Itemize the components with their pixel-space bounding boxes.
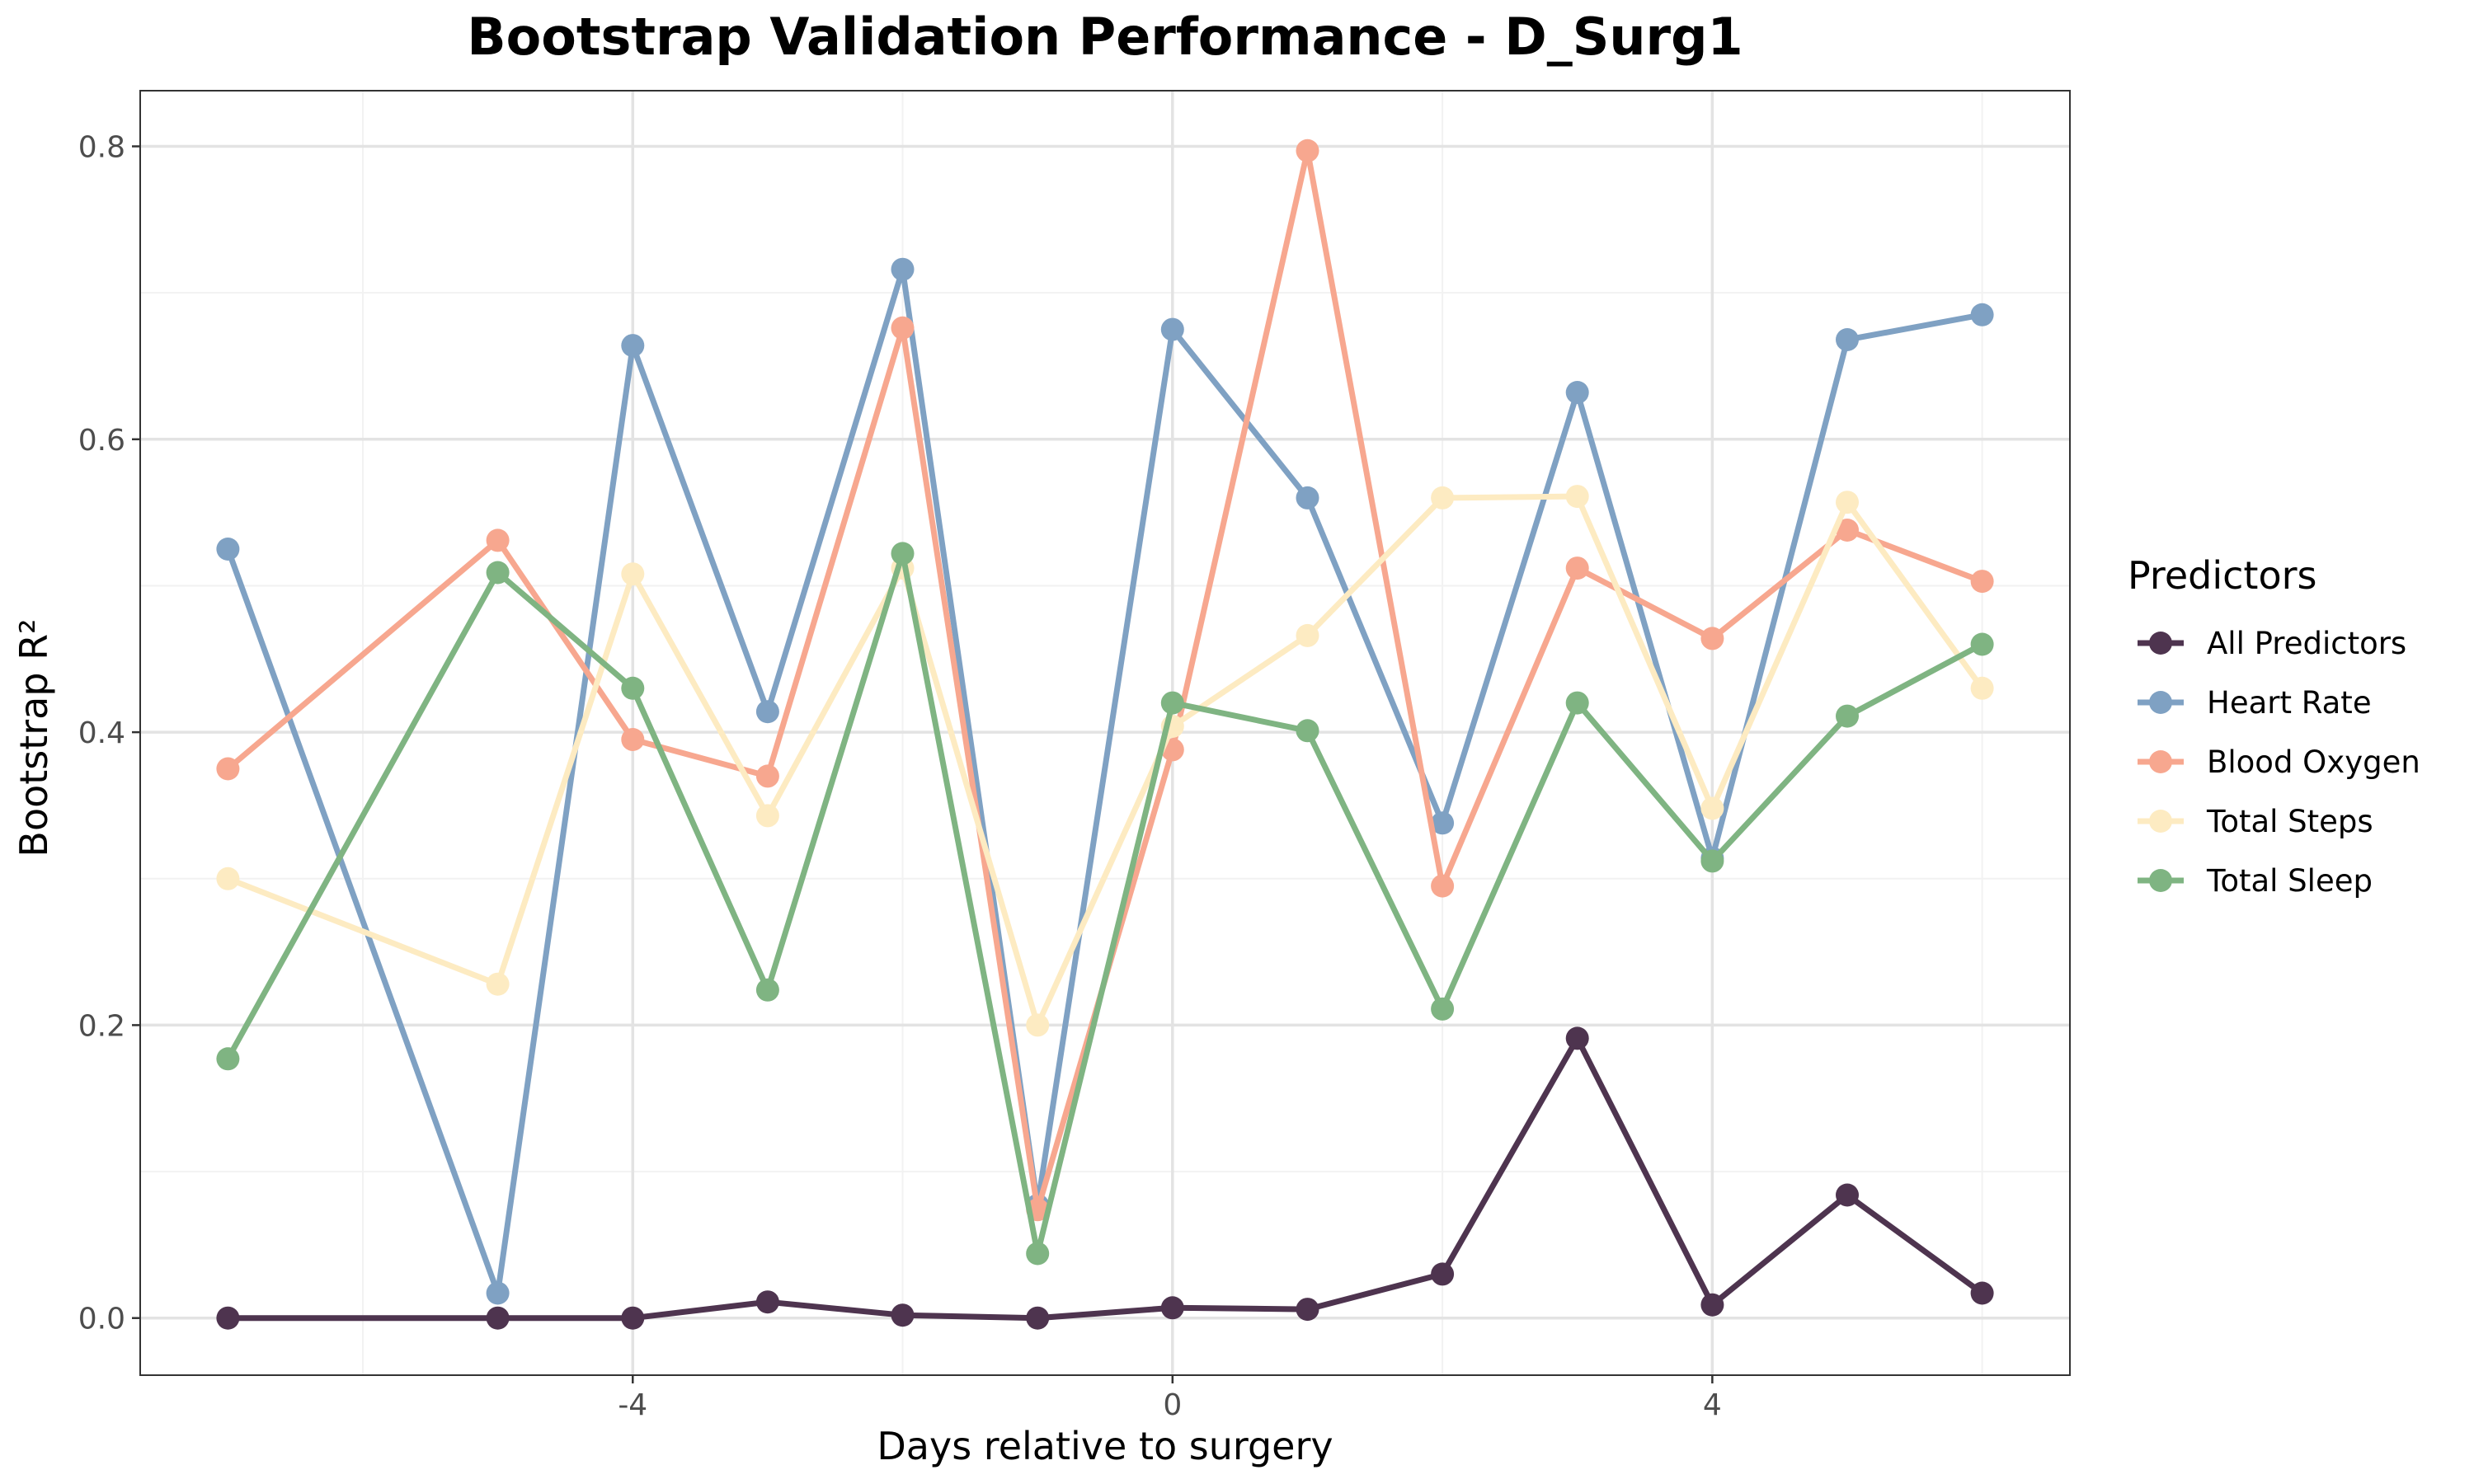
data-point [486, 561, 510, 585]
axis-ticks: 0.0 0.2 0.4 0.6 0.8 -4 0 4 [78, 131, 1722, 1422]
x-tick-label: 4 [1703, 1388, 1722, 1422]
data-point [1026, 1242, 1050, 1266]
legend-label: All Predictors [2207, 626, 2406, 661]
series-all-predictors [216, 1026, 1994, 1330]
y-tick-label: 0.4 [78, 716, 125, 750]
data-point [1431, 1262, 1455, 1286]
data-point [486, 528, 510, 552]
data-point [621, 334, 645, 358]
y-tick-label: 0.0 [78, 1303, 125, 1336]
data-point [1970, 632, 1994, 656]
legend-item: Total Sleep [2138, 863, 2373, 899]
data-point [1431, 874, 1455, 898]
data-point [755, 700, 779, 724]
series-lines [216, 139, 1994, 1330]
data-point [1026, 1013, 1050, 1037]
data-point [1296, 1298, 1319, 1322]
legend-label: Total Steps [2206, 804, 2373, 839]
legend-key-point [2149, 869, 2172, 892]
chart-title: Bootstrap Validation Performance - D_Sur… [467, 7, 1743, 67]
data-point [1565, 381, 1589, 404]
x-tick-label: 0 [1163, 1388, 1182, 1422]
data-point [1296, 139, 1319, 162]
data-point [755, 764, 779, 788]
data-point [1565, 1026, 1589, 1050]
data-point [1296, 719, 1319, 743]
data-point [1836, 328, 1859, 351]
data-point [486, 1281, 510, 1305]
legend-item: Total Steps [2138, 804, 2373, 839]
data-point [486, 1306, 510, 1330]
data-point [1431, 997, 1455, 1021]
data-point [216, 538, 240, 561]
data-point [621, 562, 645, 586]
data-point [891, 542, 915, 566]
series-blood-oxygen [216, 139, 1994, 1222]
data-point [1431, 486, 1455, 510]
legend: Predictors All Predictors Heart Rate Blood… [2128, 553, 2420, 899]
legend-key-point [2149, 810, 2172, 833]
data-point [1296, 486, 1319, 510]
legend-label: Blood Oxygen [2207, 744, 2420, 780]
legend-key-point [2149, 750, 2172, 773]
data-point [216, 1047, 240, 1071]
data-point [755, 1290, 779, 1314]
legend-title: Predictors [2128, 553, 2316, 598]
legend-item: Heart Rate [2138, 685, 2372, 721]
y-axis-title: Bootstrap R² [12, 618, 56, 857]
x-axis-title: Days relative to surgery [877, 1424, 1333, 1468]
data-point [891, 316, 915, 340]
x-tick-label: -4 [618, 1388, 647, 1422]
data-point [1700, 796, 1724, 820]
data-point [1431, 811, 1455, 835]
legend-key-point [2149, 632, 2172, 655]
data-point [755, 978, 779, 1002]
data-point [1836, 1183, 1859, 1207]
legend-key-point [2149, 691, 2172, 714]
data-point [1970, 676, 1994, 700]
data-point [1026, 1306, 1050, 1330]
data-point [1565, 556, 1589, 580]
data-point [1160, 1296, 1184, 1320]
data-point [1970, 570, 1994, 594]
data-point [621, 676, 645, 700]
data-point [891, 257, 915, 281]
data-point [1970, 303, 1994, 326]
data-point [1970, 1281, 1994, 1305]
data-point [216, 866, 240, 890]
data-point [1160, 317, 1184, 341]
data-point [1160, 691, 1184, 715]
data-point [216, 757, 240, 781]
y-tick-label: 0.6 [78, 424, 125, 458]
data-point [891, 1303, 915, 1327]
series-total-sleep [216, 542, 1994, 1266]
data-point [1836, 704, 1859, 728]
data-point [1565, 691, 1589, 715]
data-point [755, 804, 779, 828]
data-point [1836, 519, 1859, 542]
data-point [1700, 849, 1724, 873]
y-tick-label: 0.2 [78, 1009, 125, 1043]
legend-item: All Predictors [2138, 626, 2406, 661]
data-point [1700, 1293, 1724, 1317]
legend-label: Heart Rate [2207, 685, 2372, 721]
data-point [486, 972, 510, 996]
y-tick-label: 0.8 [78, 131, 125, 165]
legend-item: Blood Oxygen [2138, 744, 2420, 780]
legend-label: Total Sleep [2206, 863, 2373, 899]
data-point [1700, 627, 1724, 650]
data-point [216, 1306, 240, 1330]
data-point [1836, 491, 1859, 514]
data-point [1296, 623, 1319, 647]
data-point [621, 1306, 645, 1330]
data-point [1565, 485, 1589, 509]
data-point [621, 728, 645, 751]
